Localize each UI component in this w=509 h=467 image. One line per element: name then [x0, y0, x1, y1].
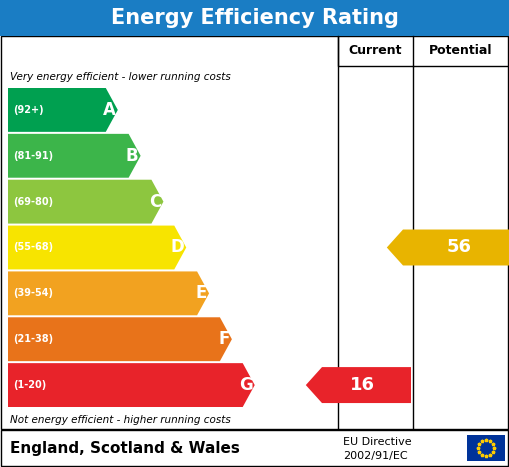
Text: E: E — [195, 284, 207, 302]
Text: Not energy efficient - higher running costs: Not energy efficient - higher running co… — [10, 415, 231, 425]
Polygon shape — [8, 180, 163, 224]
Text: F: F — [218, 330, 230, 348]
Polygon shape — [8, 226, 186, 269]
Text: Energy Efficiency Rating: Energy Efficiency Rating — [110, 8, 399, 28]
Text: A: A — [103, 101, 116, 119]
Bar — [338, 36, 508, 66]
Text: (92+): (92+) — [13, 105, 44, 115]
Text: D: D — [171, 239, 184, 256]
Text: EU Directive: EU Directive — [343, 437, 412, 447]
Polygon shape — [8, 88, 118, 132]
Text: C: C — [149, 193, 161, 211]
Text: (39-54): (39-54) — [13, 288, 53, 298]
Text: (81-91): (81-91) — [13, 151, 53, 161]
Bar — [0, 0, 509, 36]
Text: 2002/91/EC: 2002/91/EC — [343, 451, 408, 460]
Polygon shape — [306, 367, 411, 403]
Bar — [467, 435, 505, 461]
Text: 16: 16 — [350, 376, 375, 394]
Text: 56: 56 — [447, 239, 472, 256]
Text: Current: Current — [349, 44, 402, 57]
Text: (69-80): (69-80) — [13, 197, 53, 206]
Text: Very energy efficient - lower running costs: Very energy efficient - lower running co… — [10, 72, 231, 82]
Polygon shape — [387, 229, 509, 265]
Polygon shape — [8, 363, 254, 407]
Bar — [1, 430, 508, 466]
Text: (21-38): (21-38) — [13, 334, 53, 344]
Text: (55-68): (55-68) — [13, 242, 53, 253]
Text: Potential: Potential — [429, 44, 492, 57]
Text: B: B — [126, 147, 138, 165]
Polygon shape — [8, 134, 140, 178]
Text: England, Scotland & Wales: England, Scotland & Wales — [10, 440, 240, 455]
Bar — [1, 36, 508, 429]
Text: G: G — [239, 376, 253, 394]
Polygon shape — [8, 271, 209, 315]
Text: (1-20): (1-20) — [13, 380, 46, 390]
Polygon shape — [8, 317, 232, 361]
